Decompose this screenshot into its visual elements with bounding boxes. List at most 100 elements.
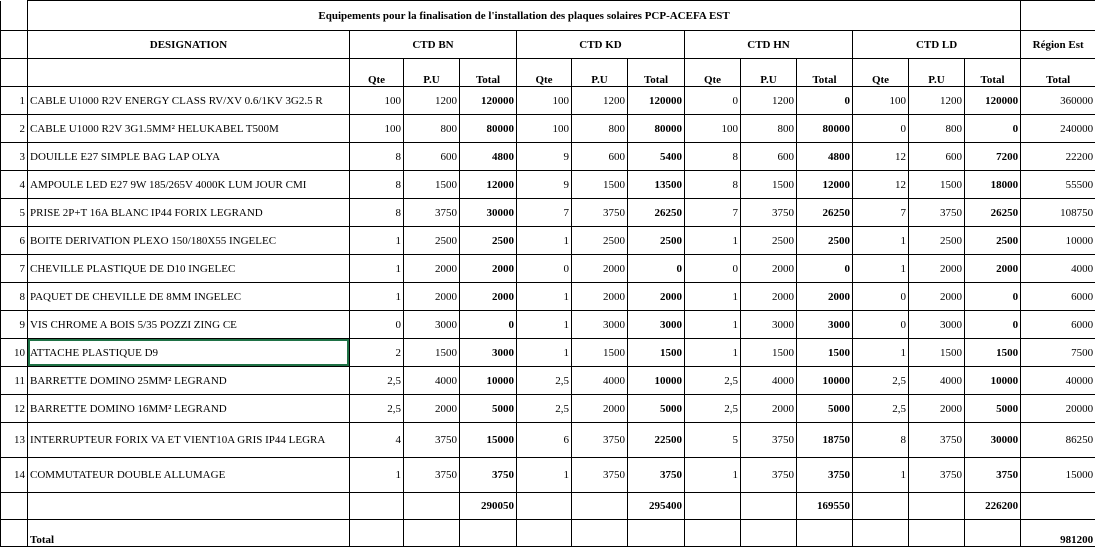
row-number[interactable]: 12 [0, 394, 28, 423]
total-cell[interactable]: 0 [459, 310, 517, 339]
total-cell[interactable]: 26250 [627, 198, 685, 227]
total-cell[interactable]: 3000 [627, 310, 685, 339]
cell[interactable] [571, 492, 628, 520]
designation-cell[interactable]: AMPOULE LED E27 9W 185/265V 4000K LUM JO… [27, 170, 350, 199]
cell[interactable] [27, 492, 350, 520]
designation-cell[interactable]: CHEVILLE PLASTIQUE DE D10 INGELEC [27, 254, 350, 283]
pu-cell[interactable]: 1500 [403, 338, 460, 367]
row-number[interactable]: 10 [0, 338, 28, 367]
qte-cell[interactable]: 1 [852, 457, 909, 493]
row-number[interactable]: 6 [0, 226, 28, 255]
total-cell[interactable]: 5000 [963, 394, 1022, 423]
total-cell[interactable]: 5000 [796, 394, 853, 423]
cell[interactable] [908, 492, 965, 520]
cell[interactable] [459, 519, 517, 547]
pu-cell[interactable]: 2000 [908, 394, 965, 423]
total-header[interactable]: Total [627, 58, 685, 87]
pu-cell[interactable]: 2500 [571, 226, 628, 255]
group-header-ctd-kd[interactable]: CTD KD [516, 30, 685, 59]
total-cell[interactable]: 4800 [796, 142, 853, 171]
group-header-ctd-hn[interactable]: CTD HN [684, 30, 853, 59]
cell[interactable] [740, 492, 797, 520]
total-cell[interactable]: 120000 [963, 86, 1022, 115]
qte-cell[interactable]: 1 [684, 310, 741, 339]
pu-cell[interactable]: 600 [571, 142, 628, 171]
pu-cell[interactable]: 1500 [403, 170, 460, 199]
cell[interactable] [0, 492, 28, 520]
qte-cell[interactable]: 2 [349, 338, 404, 367]
qte-cell[interactable]: 8 [349, 142, 404, 171]
qte-cell[interactable]: 1 [349, 254, 404, 283]
cell[interactable] [627, 519, 685, 547]
pu-cell[interactable]: 2500 [908, 226, 965, 255]
pu-cell[interactable]: 2000 [908, 282, 965, 311]
qte-cell[interactable]: 2,5 [852, 366, 909, 395]
cell[interactable] [0, 519, 28, 547]
total-cell[interactable]: 1500 [963, 338, 1022, 367]
region-total-cell[interactable]: 55500 [1020, 170, 1095, 199]
region-total-cell[interactable]: 6000 [1020, 310, 1095, 339]
region-total-cell[interactable]: 22200 [1020, 142, 1095, 171]
pu-cell[interactable]: 3750 [571, 457, 628, 493]
qte-cell[interactable]: 1 [684, 338, 741, 367]
qte-cell[interactable]: 0 [684, 254, 741, 283]
pu-cell[interactable]: 3000 [571, 310, 628, 339]
qte-cell[interactable]: 9 [516, 142, 572, 171]
qte-cell[interactable]: 8 [349, 170, 404, 199]
pu-cell[interactable]: 3750 [403, 457, 460, 493]
row-number[interactable]: 4 [0, 170, 28, 199]
pu-cell[interactable]: 3750 [403, 198, 460, 227]
pu-cell[interactable]: 800 [908, 114, 965, 143]
qte-cell[interactable]: 1 [684, 282, 741, 311]
cell[interactable] [1020, 492, 1095, 520]
qte-header[interactable]: Qte [349, 58, 404, 87]
total-cell[interactable]: 12000 [459, 170, 517, 199]
total-cell[interactable]: 4800 [459, 142, 517, 171]
total-cell[interactable]: 3000 [796, 310, 853, 339]
pu-cell[interactable]: 2000 [403, 282, 460, 311]
pu-header[interactable]: P.U [571, 58, 628, 87]
cell[interactable] [852, 519, 909, 547]
cell[interactable] [27, 58, 350, 87]
region-total-cell[interactable]: 7500 [1020, 338, 1095, 367]
cell[interactable] [349, 519, 404, 547]
qte-cell[interactable]: 7 [852, 198, 909, 227]
qte-cell[interactable]: 0 [852, 114, 909, 143]
cell[interactable] [516, 492, 572, 520]
pu-cell[interactable]: 3750 [908, 422, 965, 458]
designation-cell[interactable]: DOUILLE E27 SIMPLE BAG LAP OLYA [27, 142, 350, 171]
qte-cell[interactable]: 100 [349, 114, 404, 143]
row-number[interactable]: 3 [0, 142, 28, 171]
designation-cell[interactable]: BARRETTE DOMINO 25MM² LEGRAND [27, 366, 350, 395]
region-header[interactable]: Région Est [1020, 30, 1095, 59]
pu-cell[interactable]: 800 [403, 114, 460, 143]
pu-header[interactable]: P.U [740, 58, 797, 87]
total-cell[interactable]: 2500 [796, 226, 853, 255]
pu-cell[interactable]: 2500 [403, 226, 460, 255]
pu-cell[interactable]: 2000 [740, 254, 797, 283]
pu-cell[interactable]: 1500 [908, 170, 965, 199]
total-cell[interactable]: 2000 [627, 282, 685, 311]
total-cell[interactable]: 10000 [459, 366, 517, 395]
row-number[interactable]: 8 [0, 282, 28, 311]
total-cell[interactable]: 0 [796, 86, 853, 115]
group-subtotal-ld[interactable]: 226200 [963, 492, 1022, 520]
qte-cell[interactable]: 2,5 [349, 366, 404, 395]
total-cell[interactable]: 26250 [963, 198, 1022, 227]
designation-cell[interactable]: COMMUTATEUR DOUBLE ALLUMAGE [27, 457, 350, 493]
total-cell[interactable]: 3750 [627, 457, 685, 493]
total-cell[interactable]: 7200 [963, 142, 1022, 171]
cell[interactable] [852, 492, 909, 520]
total-header[interactable]: Total [459, 58, 517, 87]
qte-cell[interactable]: 0 [852, 282, 909, 311]
pu-cell[interactable]: 3750 [740, 457, 797, 493]
total-cell[interactable]: 120000 [459, 86, 517, 115]
cell[interactable] [0, 0, 28, 31]
pu-cell[interactable]: 3750 [740, 198, 797, 227]
qte-cell[interactable]: 2,5 [684, 394, 741, 423]
total-cell[interactable]: 80000 [459, 114, 517, 143]
cell[interactable] [740, 519, 797, 547]
qte-cell[interactable]: 7 [516, 198, 572, 227]
cell[interactable] [403, 492, 460, 520]
total-cell[interactable]: 15000 [459, 422, 517, 458]
